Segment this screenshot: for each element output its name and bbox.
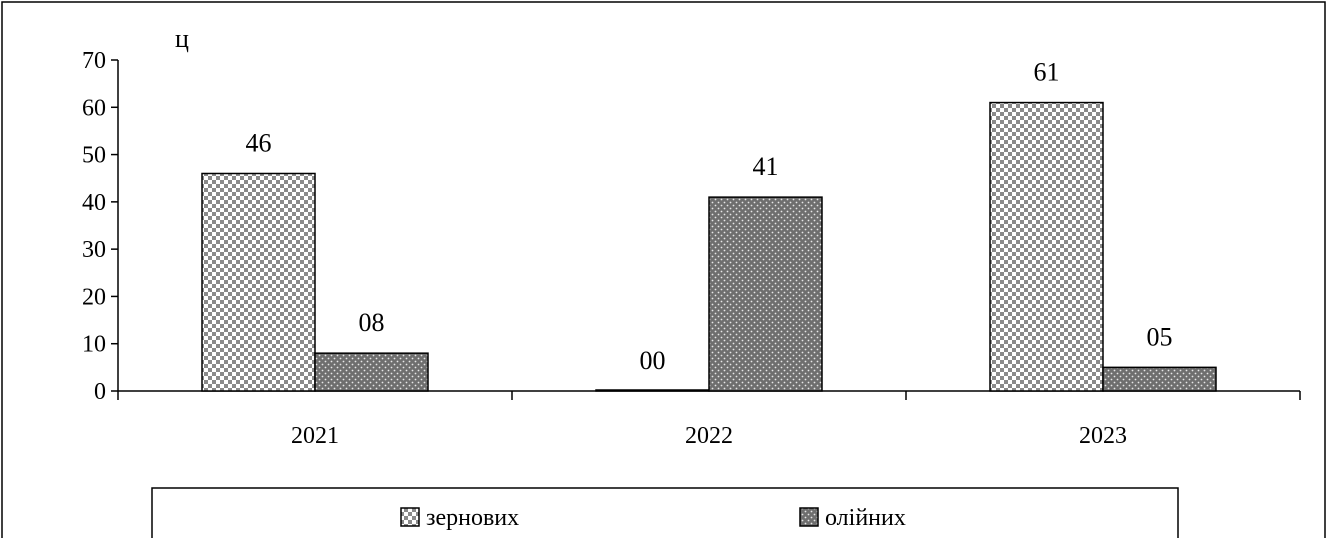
bar — [1102, 366, 1217, 392]
y-tick-label: 0 — [94, 379, 106, 405]
y-tick-label: 20 — [82, 284, 106, 310]
legend: зернових олійних — [151, 487, 1179, 543]
x-tick-label: 2023 — [1079, 423, 1127, 449]
legend-swatch-oliinykh — [799, 507, 819, 527]
data-labels: 46 00 61 08 41 05 — [246, 58, 1173, 375]
legend-box — [151, 487, 1179, 543]
bar — [708, 196, 823, 392]
data-label: 00 — [640, 346, 666, 375]
x-tick-label: 2022 — [685, 423, 733, 449]
data-label: 08 — [359, 308, 385, 337]
y-axis: 0 10 20 30 40 50 60 70 — [82, 48, 119, 405]
y-tick-label: 50 — [82, 143, 106, 169]
y-axis-unit-label: ц — [175, 24, 189, 53]
data-label: 46 — [246, 128, 272, 157]
bar — [595, 389, 710, 392]
bar — [989, 101, 1104, 392]
y-tick-label: 40 — [82, 190, 106, 216]
bar — [201, 172, 316, 392]
legend-swatch-zernovykh — [400, 507, 420, 527]
bars — [201, 101, 1217, 392]
bar — [314, 352, 429, 392]
y-tick-label: 10 — [82, 332, 106, 358]
y-tick-label: 70 — [82, 48, 106, 74]
x-axis: 2021 2022 2023 — [117, 390, 1301, 449]
legend-label-oliinykh: олійних — [825, 505, 906, 531]
data-label: 61 — [1034, 58, 1060, 87]
data-label: 41 — [753, 152, 779, 181]
data-label: 05 — [1147, 322, 1173, 351]
legend-label-zernovykh: зернових — [426, 505, 519, 531]
x-tick-label: 2021 — [291, 423, 339, 449]
y-tick-label: 60 — [82, 95, 106, 121]
y-tick-label: 30 — [82, 237, 106, 263]
